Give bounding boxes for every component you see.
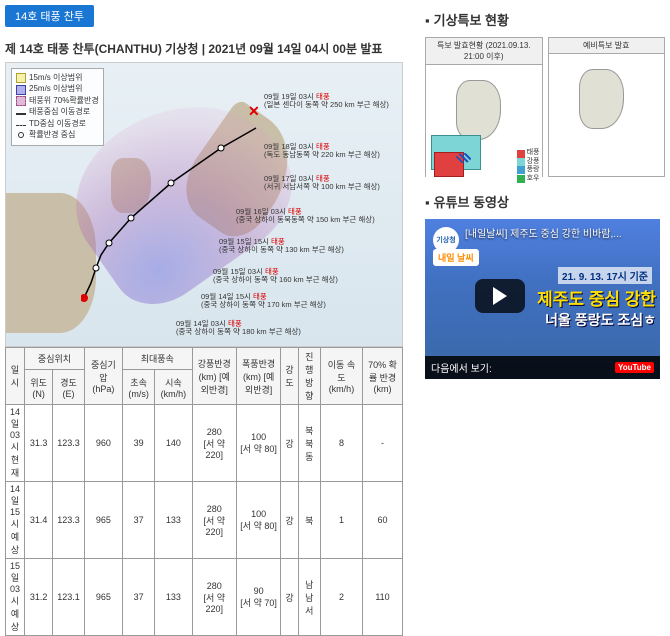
youtube-section-header: 유튜브 동영상: [425, 187, 665, 219]
youtube-headline: 제주도 중심 강한 너울 풍랑도 조심ㅎ: [537, 289, 656, 329]
alert-current-map: 태풍 강풍 풍랑 호우: [426, 65, 542, 185]
youtube-footer[interactable]: 다음에서 보기: YouTube: [425, 356, 660, 379]
youtube-logo-icon: YouTube: [615, 362, 654, 373]
report-title: 제 14호 태풍 찬투(CHANTHU) 기상청 | 2021년 09월 14일…: [5, 35, 410, 62]
table-row: 14일 15시 예상31.4123.396537133280 [서 약 220]…: [6, 482, 403, 559]
youtube-date: 21. 9. 13. 17시 기준: [558, 267, 652, 284]
col-center: 중심위치: [25, 348, 85, 370]
col-pressure: 중심기압 (hPa): [84, 348, 122, 405]
forecast-label: 09월 16일 03시 태풍(중국 상하이 동북동쪽 약 150 km 부근 해…: [236, 208, 375, 225]
forecast-label: 09월 14일 15시 태풍(중국 상하이 동쪽 약 170 km 부근 해상): [201, 293, 326, 310]
col-lat: 위도 (N): [25, 370, 53, 405]
typhoon-data-table: 일시 중심위치 중심기압 (hPa) 최대풍속 강풍반경 (km) [예외반경]…: [5, 347, 403, 636]
col-storm: 폭풍반경 (km) [예외반경]: [236, 348, 280, 405]
alert-preliminary-map: [549, 54, 665, 174]
dissipation-mark: ✕: [248, 103, 260, 120]
table-row: 14일 03시 현재31.3123.396039140280 [서 약 220]…: [6, 405, 403, 482]
col-gale: 강풍반경 (km) [예외반경]: [192, 348, 236, 405]
col-kmh: 시속 (km/h): [155, 370, 192, 405]
youtube-player[interactable]: 기상청 [내일날씨] 제주도 중심 강한 비바람,... 내일 날씨 21. 9…: [425, 219, 660, 379]
forecast-label: 09월 17일 03시 태풍(서귀 서남서쪽 약 100 km 부근 해상): [264, 175, 380, 192]
alert-preliminary-title: 예비특보 발효: [549, 38, 665, 54]
forecast-label: 09월 18일 03시 태풍(독도 동남동쪽 약 220 km 부근 해상): [264, 143, 380, 160]
typhoon-tag: 14호 태풍 찬투: [5, 5, 94, 27]
alert-current-box[interactable]: 특보 발효현황 (2021.09.13. 21:00 이후) 태풍 강풍 풍랑 …: [425, 37, 543, 177]
play-button-icon[interactable]: [475, 279, 525, 313]
forecast-label: 09월 15일 03시 태풍(중국 상하이 동쪽 약 160 km 부근 해상): [213, 268, 338, 285]
youtube-title: [내일날씨] 제주도 중심 강한 비바람,...: [465, 225, 654, 240]
col-datetime: 일시: [6, 348, 25, 405]
alert-current-title: 특보 발효현황 (2021.09.13. 21:00 이후): [426, 38, 542, 65]
alert-legend: 태풍 강풍 풍랑 호우: [517, 149, 540, 183]
alert-section-header: 기상특보 현황: [425, 5, 665, 37]
col-intensity: 강도: [281, 348, 298, 405]
col-ms: 초속 (m/s): [122, 370, 154, 405]
col-prob70: 70% 확률 반경 (km): [363, 348, 403, 405]
alert-preliminary-box[interactable]: 예비특보 발효: [548, 37, 666, 177]
typhoon-map: 15m/s 이상범위 25m/s 이상범위 태풍위 70%확률반경 태풍중심 이…: [5, 62, 403, 347]
forecast-label: 09월 14일 03시 태풍(중국 상하이 동쪽 약 180 km 부근 해상): [176, 320, 301, 337]
col-lon: 경도 (E): [53, 370, 85, 405]
forecast-label: 09월 19일 03시 태풍(일본 센다이 동쪽 약 250 km 부근 해상): [264, 93, 389, 110]
col-speed: 이동 속도 (km/h): [320, 348, 362, 405]
table-row: 15일 03시 예상31.2123.196537133280 [서 약 220]…: [6, 559, 403, 636]
col-direction: 진행 방향: [298, 348, 320, 405]
youtube-footer-text: 다음에서 보기:: [431, 360, 492, 375]
youtube-weather-tag: 내일 날씨: [433, 249, 479, 266]
col-maxwind: 최대풍속: [122, 348, 192, 370]
forecast-label: 09월 15일 15시 태풍(중국 상하이 동쪽 약 130 km 부근 해상): [219, 238, 344, 255]
